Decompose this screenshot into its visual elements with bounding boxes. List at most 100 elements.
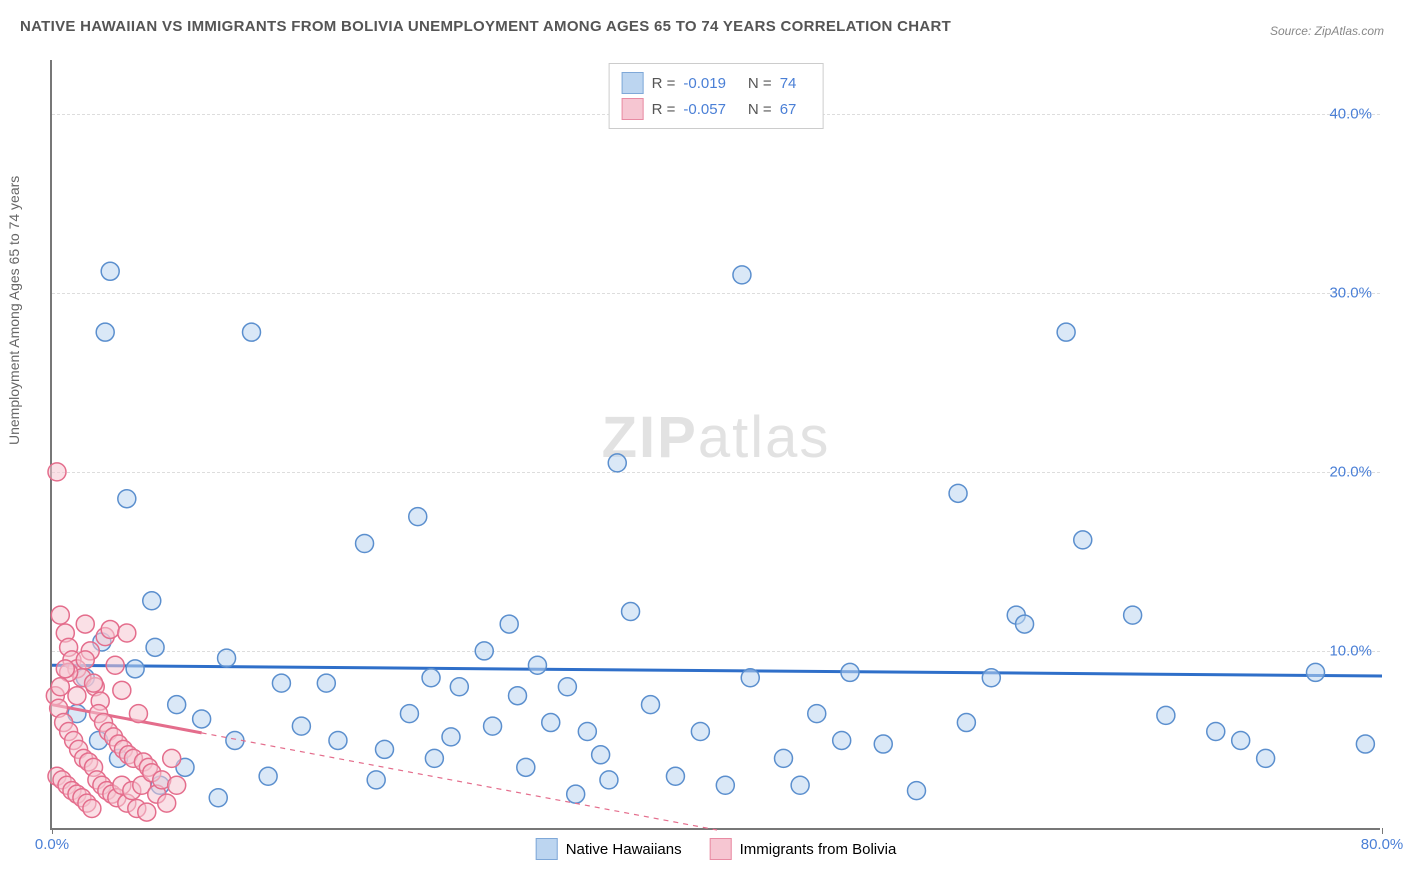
data-point (622, 603, 640, 621)
data-point (1356, 735, 1374, 753)
legend-swatch (622, 72, 644, 94)
data-point (450, 678, 468, 696)
data-point (1074, 531, 1092, 549)
series-legend-label: Immigrants from Bolivia (740, 841, 897, 858)
data-point (106, 656, 124, 674)
chart-title: NATIVE HAWAIIAN VS IMMIGRANTS FROM BOLIV… (20, 18, 951, 35)
data-point (484, 717, 502, 735)
data-point (528, 656, 546, 674)
trend-line (52, 665, 1382, 676)
n-label: N = (748, 75, 772, 92)
data-point (1016, 615, 1034, 633)
series-legend-item: Native Hawaiians (536, 838, 682, 860)
data-point (500, 615, 518, 633)
data-point (1057, 323, 1075, 341)
data-point (218, 649, 236, 667)
data-point (163, 749, 181, 767)
data-point (56, 660, 74, 678)
legend-swatch (536, 838, 558, 860)
data-point (409, 508, 427, 526)
n-label: N = (748, 101, 772, 118)
data-point (118, 624, 136, 642)
r-value: -0.057 (683, 101, 726, 118)
data-point (138, 803, 156, 821)
data-point (113, 681, 131, 699)
series-legend: Native Hawaiians Immigrants from Bolivia (536, 838, 897, 860)
data-point (146, 638, 164, 656)
trend-line-dashed (202, 733, 717, 830)
xtick-label: 0.0% (35, 836, 69, 853)
data-point (600, 771, 618, 789)
r-value: -0.019 (683, 75, 726, 92)
data-point (509, 687, 527, 705)
data-point (158, 794, 176, 812)
data-point (475, 642, 493, 660)
data-point (143, 592, 161, 610)
data-point (317, 674, 335, 692)
source-label: Source: ZipAtlas.com (1270, 24, 1384, 38)
r-label: R = (652, 101, 676, 118)
data-point (542, 714, 560, 732)
data-point (83, 800, 101, 818)
data-point (1307, 663, 1325, 681)
data-point (841, 663, 859, 681)
data-point (1232, 731, 1250, 749)
series-legend-label: Native Hawaiians (566, 841, 682, 858)
data-point (272, 674, 290, 692)
stats-legend-row: R = -0.019 N = 74 (622, 70, 811, 96)
r-label: R = (652, 75, 676, 92)
data-point (76, 651, 94, 669)
stats-legend-row: R = -0.057 N = 67 (622, 96, 811, 122)
data-point (126, 660, 144, 678)
data-point (193, 710, 211, 728)
y-axis-label: Unemployment Among Ages 65 to 74 years (6, 176, 22, 445)
data-point (517, 758, 535, 776)
data-point (259, 767, 277, 785)
data-point (85, 674, 103, 692)
data-point (51, 678, 69, 696)
data-point (1257, 749, 1275, 767)
data-point (578, 723, 596, 741)
data-point (957, 714, 975, 732)
data-point (101, 262, 119, 280)
data-point (908, 782, 926, 800)
data-point (129, 705, 147, 723)
data-point (1157, 706, 1175, 724)
data-point (691, 723, 709, 741)
data-point (329, 731, 347, 749)
data-point (567, 785, 585, 803)
data-point (949, 484, 967, 502)
data-point (982, 669, 1000, 687)
data-point (716, 776, 734, 794)
plot-area: ZIPatlas 10.0%20.0%30.0%40.0% 0.0%80.0% … (50, 60, 1380, 830)
data-point (243, 323, 261, 341)
stats-legend: R = -0.019 N = 74 R = -0.057 N = 67 (609, 63, 824, 129)
data-point (118, 490, 136, 508)
data-point (1124, 606, 1142, 624)
xtick-mark (1382, 828, 1383, 834)
data-point (367, 771, 385, 789)
n-value: 67 (780, 101, 797, 118)
data-point (733, 266, 751, 284)
data-point (741, 669, 759, 687)
legend-swatch (710, 838, 732, 860)
data-point (209, 789, 227, 807)
xtick-mark (52, 828, 53, 834)
n-value: 74 (780, 75, 797, 92)
data-point (808, 705, 826, 723)
data-point (874, 735, 892, 753)
series-legend-item: Immigrants from Bolivia (710, 838, 897, 860)
data-point (356, 534, 374, 552)
data-point (791, 776, 809, 794)
data-point (425, 749, 443, 767)
data-point (400, 705, 418, 723)
scatter-svg (52, 60, 1380, 828)
data-point (101, 620, 119, 638)
data-point (558, 678, 576, 696)
data-point (96, 323, 114, 341)
data-point (442, 728, 460, 746)
data-point (68, 687, 86, 705)
data-point (376, 740, 394, 758)
data-point (168, 696, 186, 714)
xtick-label: 80.0% (1361, 836, 1404, 853)
